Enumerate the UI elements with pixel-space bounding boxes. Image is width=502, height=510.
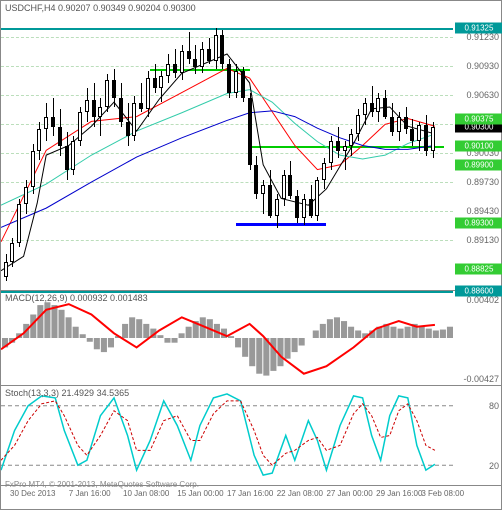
copyright: FxPro MT4, © 2001-2013, MetaQuotes Softw… [5, 480, 199, 489]
stoch-panel[interactable]: Stoch(13,3,3) 21.4929 34.5365 2080 [1, 386, 502, 486]
stoch-y-axis: 2080 [453, 386, 502, 485]
stoch-svg [1, 386, 453, 485]
chart-container: USDCHF,H4 0.90207 0.90349 0.90204 0.9030… [0, 0, 502, 510]
macd-panel[interactable]: MACD(12,26,9) 0.000932 0.001483 -0.00427… [1, 291, 502, 386]
macd-svg [1, 291, 453, 385]
x-axis: 30 Dec 20137 Jan 16:0010 Jan 08:0015 Jan… [1, 489, 501, 507]
main-price-panel[interactable]: USDCHF,H4 0.90207 0.90349 0.90204 0.9030… [1, 1, 502, 291]
stoch-area [1, 386, 453, 485]
macd-area [1, 291, 453, 385]
moving-averages [1, 1, 453, 290]
macd-label: MACD(12,26,9) 0.000932 0.001483 [5, 293, 148, 303]
stoch-label: Stoch(13,3,3) 21.4929 34.5365 [5, 388, 129, 398]
macd-y-axis: -0.004270.00402 [453, 291, 502, 385]
ohlc-values: 0.90207 0.90349 0.90204 0.90300 [58, 3, 196, 13]
symbol-label: USDCHF,H4 0.90207 0.90349 0.90204 0.9030… [5, 3, 196, 13]
candle-area [1, 1, 453, 290]
symbol-text: USDCHF,H4 [5, 3, 56, 13]
